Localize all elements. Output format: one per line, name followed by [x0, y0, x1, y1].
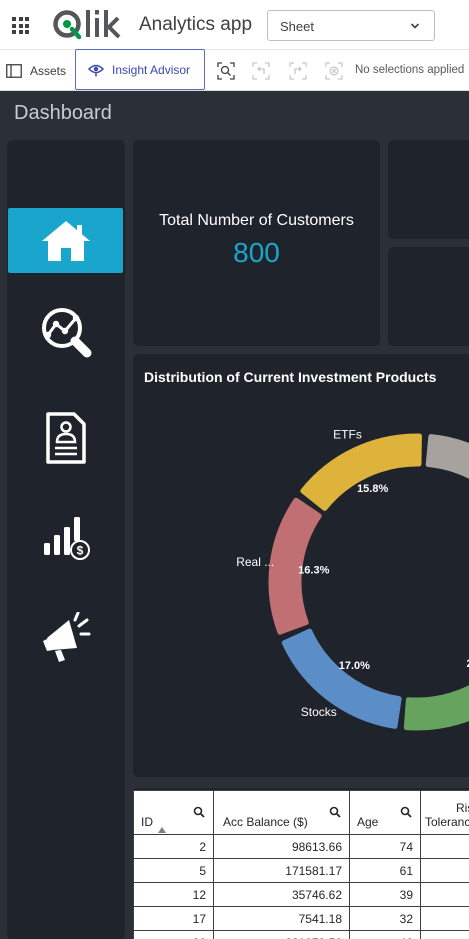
slice-category-label: ETFs: [333, 428, 362, 442]
insight-advisor-button[interactable]: Insight Advisor: [75, 49, 205, 90]
sheet-select[interactable]: Sheet: [267, 10, 435, 41]
dashboard-area: Dashboard: [0, 91, 469, 939]
column-label-age: Age: [357, 815, 379, 829]
app-launcher-icon[interactable]: [12, 17, 29, 34]
megaphone-icon: [42, 611, 90, 662]
cell-age: 61: [349, 858, 421, 883]
column-label-risk-line2: Toleranc: [425, 815, 469, 829]
table-row[interactable]: 12 35746.62 39: [133, 882, 469, 907]
cell-age: 39: [349, 882, 421, 907]
customer-table-card[interactable]: ID Acc Balance ($) Age: [133, 788, 469, 939]
table-row[interactable]: 20 221079.50 40: [133, 930, 469, 939]
slice-percent-label: 16.3%: [298, 564, 329, 576]
table-row[interactable]: 5 171581.17 61: [133, 858, 469, 883]
slice-category-label: Real ...: [236, 555, 274, 569]
column-header-acc-balance[interactable]: Acc Balance ($): [213, 790, 350, 835]
table-row[interactable]: 17 7541.18 32: [133, 906, 469, 931]
donut-slice[interactable]: [300, 433, 422, 511]
cell-risk: [420, 930, 469, 939]
search-icon[interactable]: [193, 806, 205, 818]
sidebar-nav: $: [7, 140, 125, 939]
step-back-icon[interactable]: [252, 62, 270, 80]
cell-acc-balance: 171581.17: [213, 858, 350, 883]
assets-label: Assets: [30, 64, 67, 78]
page-title: Dashboard: [14, 102, 112, 124]
donut-slice[interactable]: [268, 497, 322, 635]
column-header-risk-tolerance[interactable]: Ris Toleranc: [420, 790, 469, 835]
bar-chart-dollar-icon: $: [43, 516, 90, 560]
cell-age: 32: [349, 906, 421, 931]
panel-icon: [6, 64, 22, 78]
cell-age: 40: [349, 930, 421, 939]
donut-slice[interactable]: [425, 434, 469, 592]
cell-risk: [420, 882, 469, 907]
column-label-risk-line1: Ris: [456, 801, 469, 815]
smart-search-icon[interactable]: [217, 62, 235, 80]
assets-button[interactable]: Assets: [6, 63, 66, 79]
cell-id: 5: [133, 858, 214, 883]
sidebar-item-home[interactable]: [8, 208, 123, 273]
no-selections-text: No selections applied: [355, 64, 465, 76]
cell-id: 17: [133, 906, 214, 931]
sheet-select-value: Sheet: [280, 19, 314, 34]
column-header-age[interactable]: Age: [349, 790, 421, 835]
chart-title: Distribution of Current Investment Produ…: [144, 369, 437, 385]
analytics-search-icon: [41, 307, 91, 357]
column-label-id: ID: [141, 815, 153, 829]
donut-slice[interactable]: [281, 628, 402, 729]
slice-percent-label: 17.0%: [339, 660, 370, 672]
slice-percent-label: 25.1%: [466, 658, 469, 670]
step-forward-icon[interactable]: [289, 62, 307, 80]
sort-ascending-icon: [158, 827, 166, 833]
chevron-down-icon: [410, 23, 420, 29]
table-row[interactable]: 2 98613.66 74: [133, 834, 469, 859]
sidebar-item-analysis[interactable]: [8, 299, 123, 364]
donut-slice[interactable]: [403, 599, 469, 731]
cell-acc-balance: 7541.18: [213, 906, 350, 931]
sidebar-item-finance[interactable]: $: [8, 504, 123, 569]
sidebar-item-profile[interactable]: [8, 405, 123, 470]
slice-percent-label: 15.8%: [357, 483, 388, 495]
document-profile-icon: [45, 411, 86, 464]
customer-table: ID Acc Balance ($) Age: [133, 790, 469, 939]
svg-text:$: $: [76, 543, 83, 557]
clear-selections-icon[interactable]: [325, 62, 343, 80]
insight-advisor-label: Insight Advisor: [112, 62, 191, 77]
kpi-card-partial-bottom[interactable]: [388, 247, 469, 346]
app-title: Analytics app: [139, 14, 253, 35]
table-header-row: ID Acc Balance ($) Age: [133, 790, 469, 835]
cell-acc-balance: 35746.62: [213, 882, 350, 907]
kpi-card-customers[interactable]: Total Number of Customers 800: [133, 140, 380, 346]
top-bar: Analytics app Sheet: [0, 0, 469, 50]
kpi-card-partial-top[interactable]: [388, 140, 469, 239]
search-icon[interactable]: [329, 806, 341, 818]
qlik-logo[interactable]: [52, 7, 124, 43]
slice-category-label: Stocks: [301, 705, 337, 719]
search-icon[interactable]: [400, 806, 412, 818]
cell-risk: [420, 834, 469, 859]
cell-acc-balance: 221079.50: [213, 930, 350, 939]
kpi-title: Total Number of Customers: [159, 212, 354, 229]
toolbar: Assets Insight Advisor: [0, 49, 469, 91]
cell-id: 12: [133, 882, 214, 907]
insight-eye-icon: [88, 64, 104, 76]
cell-age: 74: [349, 834, 421, 859]
distribution-chart-card[interactable]: Distribution of Current Investment Produ…: [133, 354, 469, 777]
column-header-id[interactable]: ID: [133, 790, 214, 835]
cell-risk: [420, 906, 469, 931]
column-label-acc-balance: Acc Balance ($): [223, 815, 308, 829]
home-icon: [41, 220, 90, 261]
cell-risk: [420, 858, 469, 883]
cell-id: 2: [133, 834, 214, 859]
sidebar-item-marketing[interactable]: [8, 605, 123, 670]
cell-id: 20: [133, 930, 214, 939]
kpi-value: 800: [233, 237, 280, 268]
cell-acc-balance: 98613.66: [213, 834, 350, 859]
